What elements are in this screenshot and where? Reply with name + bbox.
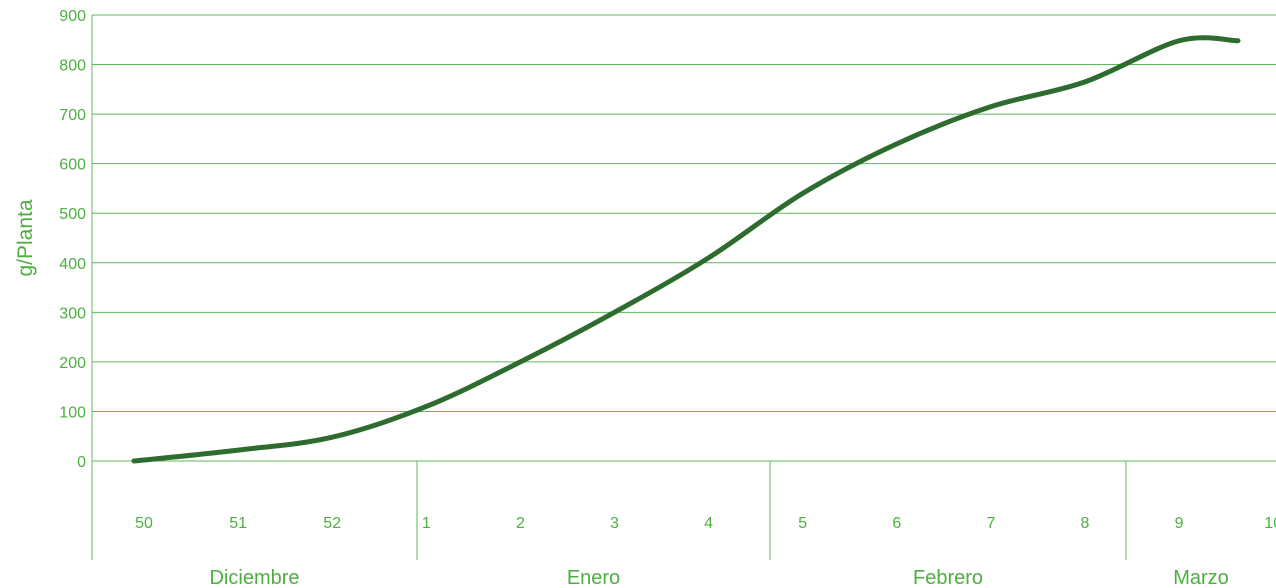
- y-tick-label: 800: [59, 58, 86, 75]
- y-tick-label: 900: [59, 8, 86, 25]
- x-tick-label: 2: [516, 515, 525, 532]
- y-axis-title: g/Planta: [14, 199, 37, 276]
- x-tick-label: 9: [1175, 515, 1184, 532]
- y-tick-labels: 0 100 200 300 400 500 600 700 800 900: [59, 8, 86, 471]
- month-label-enero: Enero: [567, 567, 620, 588]
- gridlines: [92, 14, 1276, 462]
- x-axis: [91, 15, 1127, 560]
- series-line-1: [131, 35, 1241, 464]
- series-lines: [131, 35, 1241, 464]
- x-tick-label: 1: [422, 515, 431, 532]
- y-tick-label: 600: [59, 157, 86, 174]
- x-tick-label: 10: [1264, 515, 1276, 532]
- x-tick-label: 5: [798, 515, 807, 532]
- y-tick-label: 500: [59, 206, 86, 223]
- month-label-marzo: Marzo: [1173, 567, 1229, 588]
- month-labels: Diciembre Enero Febrero Marzo: [209, 567, 1228, 588]
- x-tick-label: 8: [1081, 515, 1090, 532]
- y-tick-label: 200: [59, 355, 86, 372]
- month-label-febrero: Febrero: [913, 567, 983, 588]
- x-tick-label: 52: [323, 515, 341, 532]
- x-tick-label: 3: [610, 515, 619, 532]
- x-tick-label: 7: [986, 515, 995, 532]
- x-tick-label: 4: [704, 515, 713, 532]
- x-tick-label: 51: [229, 515, 247, 532]
- y-tick-label: 700: [59, 107, 86, 124]
- x-tick-labels: 50 51 52 1 2 3 4 5 6 7 8 9 10: [135, 515, 1276, 532]
- y-tick-label: 100: [59, 404, 86, 421]
- month-label-diciembre: Diciembre: [209, 567, 299, 588]
- x-tick-label: 50: [135, 515, 153, 532]
- y-tick-label: 0: [77, 454, 86, 471]
- y-tick-label: 300: [59, 305, 86, 322]
- x-tick-label: 6: [892, 515, 901, 532]
- y-tick-label: 400: [59, 256, 86, 273]
